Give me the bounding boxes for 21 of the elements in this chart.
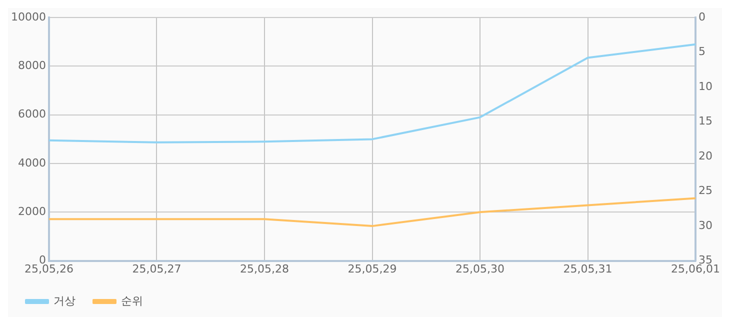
x-tick-label: 25,05,28 xyxy=(240,262,289,276)
y2-tick-label: 20 xyxy=(698,149,713,162)
x-tick-label: 25,06,01 xyxy=(671,262,720,276)
y-tick-label: 4000 xyxy=(18,156,46,170)
x-tick-label: 25,05,27 xyxy=(132,262,182,276)
y-tick-label: 6000 xyxy=(18,108,46,121)
y2-tick-label: 30 xyxy=(698,218,713,232)
y2-tick-label: 0 xyxy=(698,10,706,24)
y-tick-label: 10000 xyxy=(10,10,46,24)
y2-tick-label: 15 xyxy=(698,114,713,128)
y2-tick-label: 25 xyxy=(698,184,713,198)
y2-tick-label: 5 xyxy=(698,45,706,58)
y-tick-label: 8000 xyxy=(18,59,46,72)
y-tick-label: 2000 xyxy=(18,205,46,218)
x-tick-label: 25,05,31 xyxy=(563,262,612,276)
x-tick-label: 25,05,26 xyxy=(24,262,74,276)
legend-label: 거상 xyxy=(54,294,76,308)
x-tick-label: 25,05,29 xyxy=(348,262,397,276)
y2-tick-label: 10 xyxy=(698,80,713,93)
x-tick-label: 25,05,30 xyxy=(456,262,504,276)
legend-label: 순위 xyxy=(121,294,143,308)
